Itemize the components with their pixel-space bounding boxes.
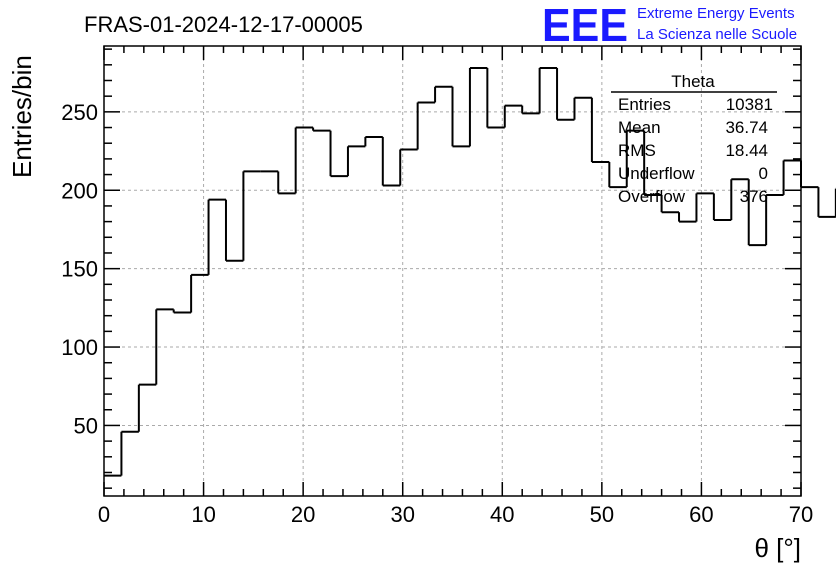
histogram-series bbox=[104, 66, 836, 477]
logo-mark: EEE bbox=[542, 0, 628, 51]
logo-line2: La Scienza nelle Scuole bbox=[637, 26, 797, 43]
y-tick-label: 150 bbox=[61, 257, 98, 282]
stats-box: Theta Entries 10381 Mean 36.74 RMS 18.44… bbox=[611, 72, 777, 206]
y-tick-label: 100 bbox=[61, 335, 98, 360]
y-tick-label: 200 bbox=[61, 178, 98, 203]
logo-line1: Extreme Energy Events bbox=[637, 5, 795, 22]
x-tick-label: 70 bbox=[789, 502, 813, 527]
x-tick-label: 20 bbox=[291, 502, 315, 527]
stats-mean-value: 36.74 bbox=[725, 118, 768, 137]
stats-underflow-label: Underflow bbox=[618, 164, 695, 183]
stats-entries-value: 10381 bbox=[726, 95, 773, 114]
grid-lines bbox=[104, 46, 801, 496]
stats-underflow-value: 0 bbox=[759, 164, 768, 183]
x-axis-label: θ [°] bbox=[754, 533, 801, 563]
x-tick-label: 30 bbox=[390, 502, 414, 527]
y-tick-label: 50 bbox=[74, 413, 98, 438]
axis-ticks: 0 10 20 30 40 50 60 70 50 100 150 200 250 bbox=[61, 46, 813, 527]
plot-frame bbox=[103, 45, 802, 497]
stats-mean-label: Mean bbox=[618, 118, 661, 137]
x-tick-label: 50 bbox=[590, 502, 614, 527]
y-axis-label: Entries/bin bbox=[7, 55, 37, 178]
stats-entries-label: Entries bbox=[618, 95, 671, 114]
x-tick-label: 10 bbox=[191, 502, 215, 527]
stats-rms-value: 18.44 bbox=[725, 141, 768, 160]
stats-title: Theta bbox=[671, 72, 715, 91]
stats-overflow-value: 376 bbox=[740, 187, 768, 206]
x-tick-label: 40 bbox=[490, 502, 514, 527]
x-tick-label: 0 bbox=[98, 502, 110, 527]
stats-rms-label: RMS bbox=[618, 141, 656, 160]
chart-title: FRAS-01-2024-12-17-00005 bbox=[84, 12, 363, 37]
stats-overflow-label: Overflow bbox=[618, 187, 686, 206]
eee-logo: EEE Extreme Energy Events La Scienza nel… bbox=[542, 0, 797, 51]
x-tick-label: 60 bbox=[689, 502, 713, 527]
y-tick-label: 250 bbox=[61, 100, 98, 125]
